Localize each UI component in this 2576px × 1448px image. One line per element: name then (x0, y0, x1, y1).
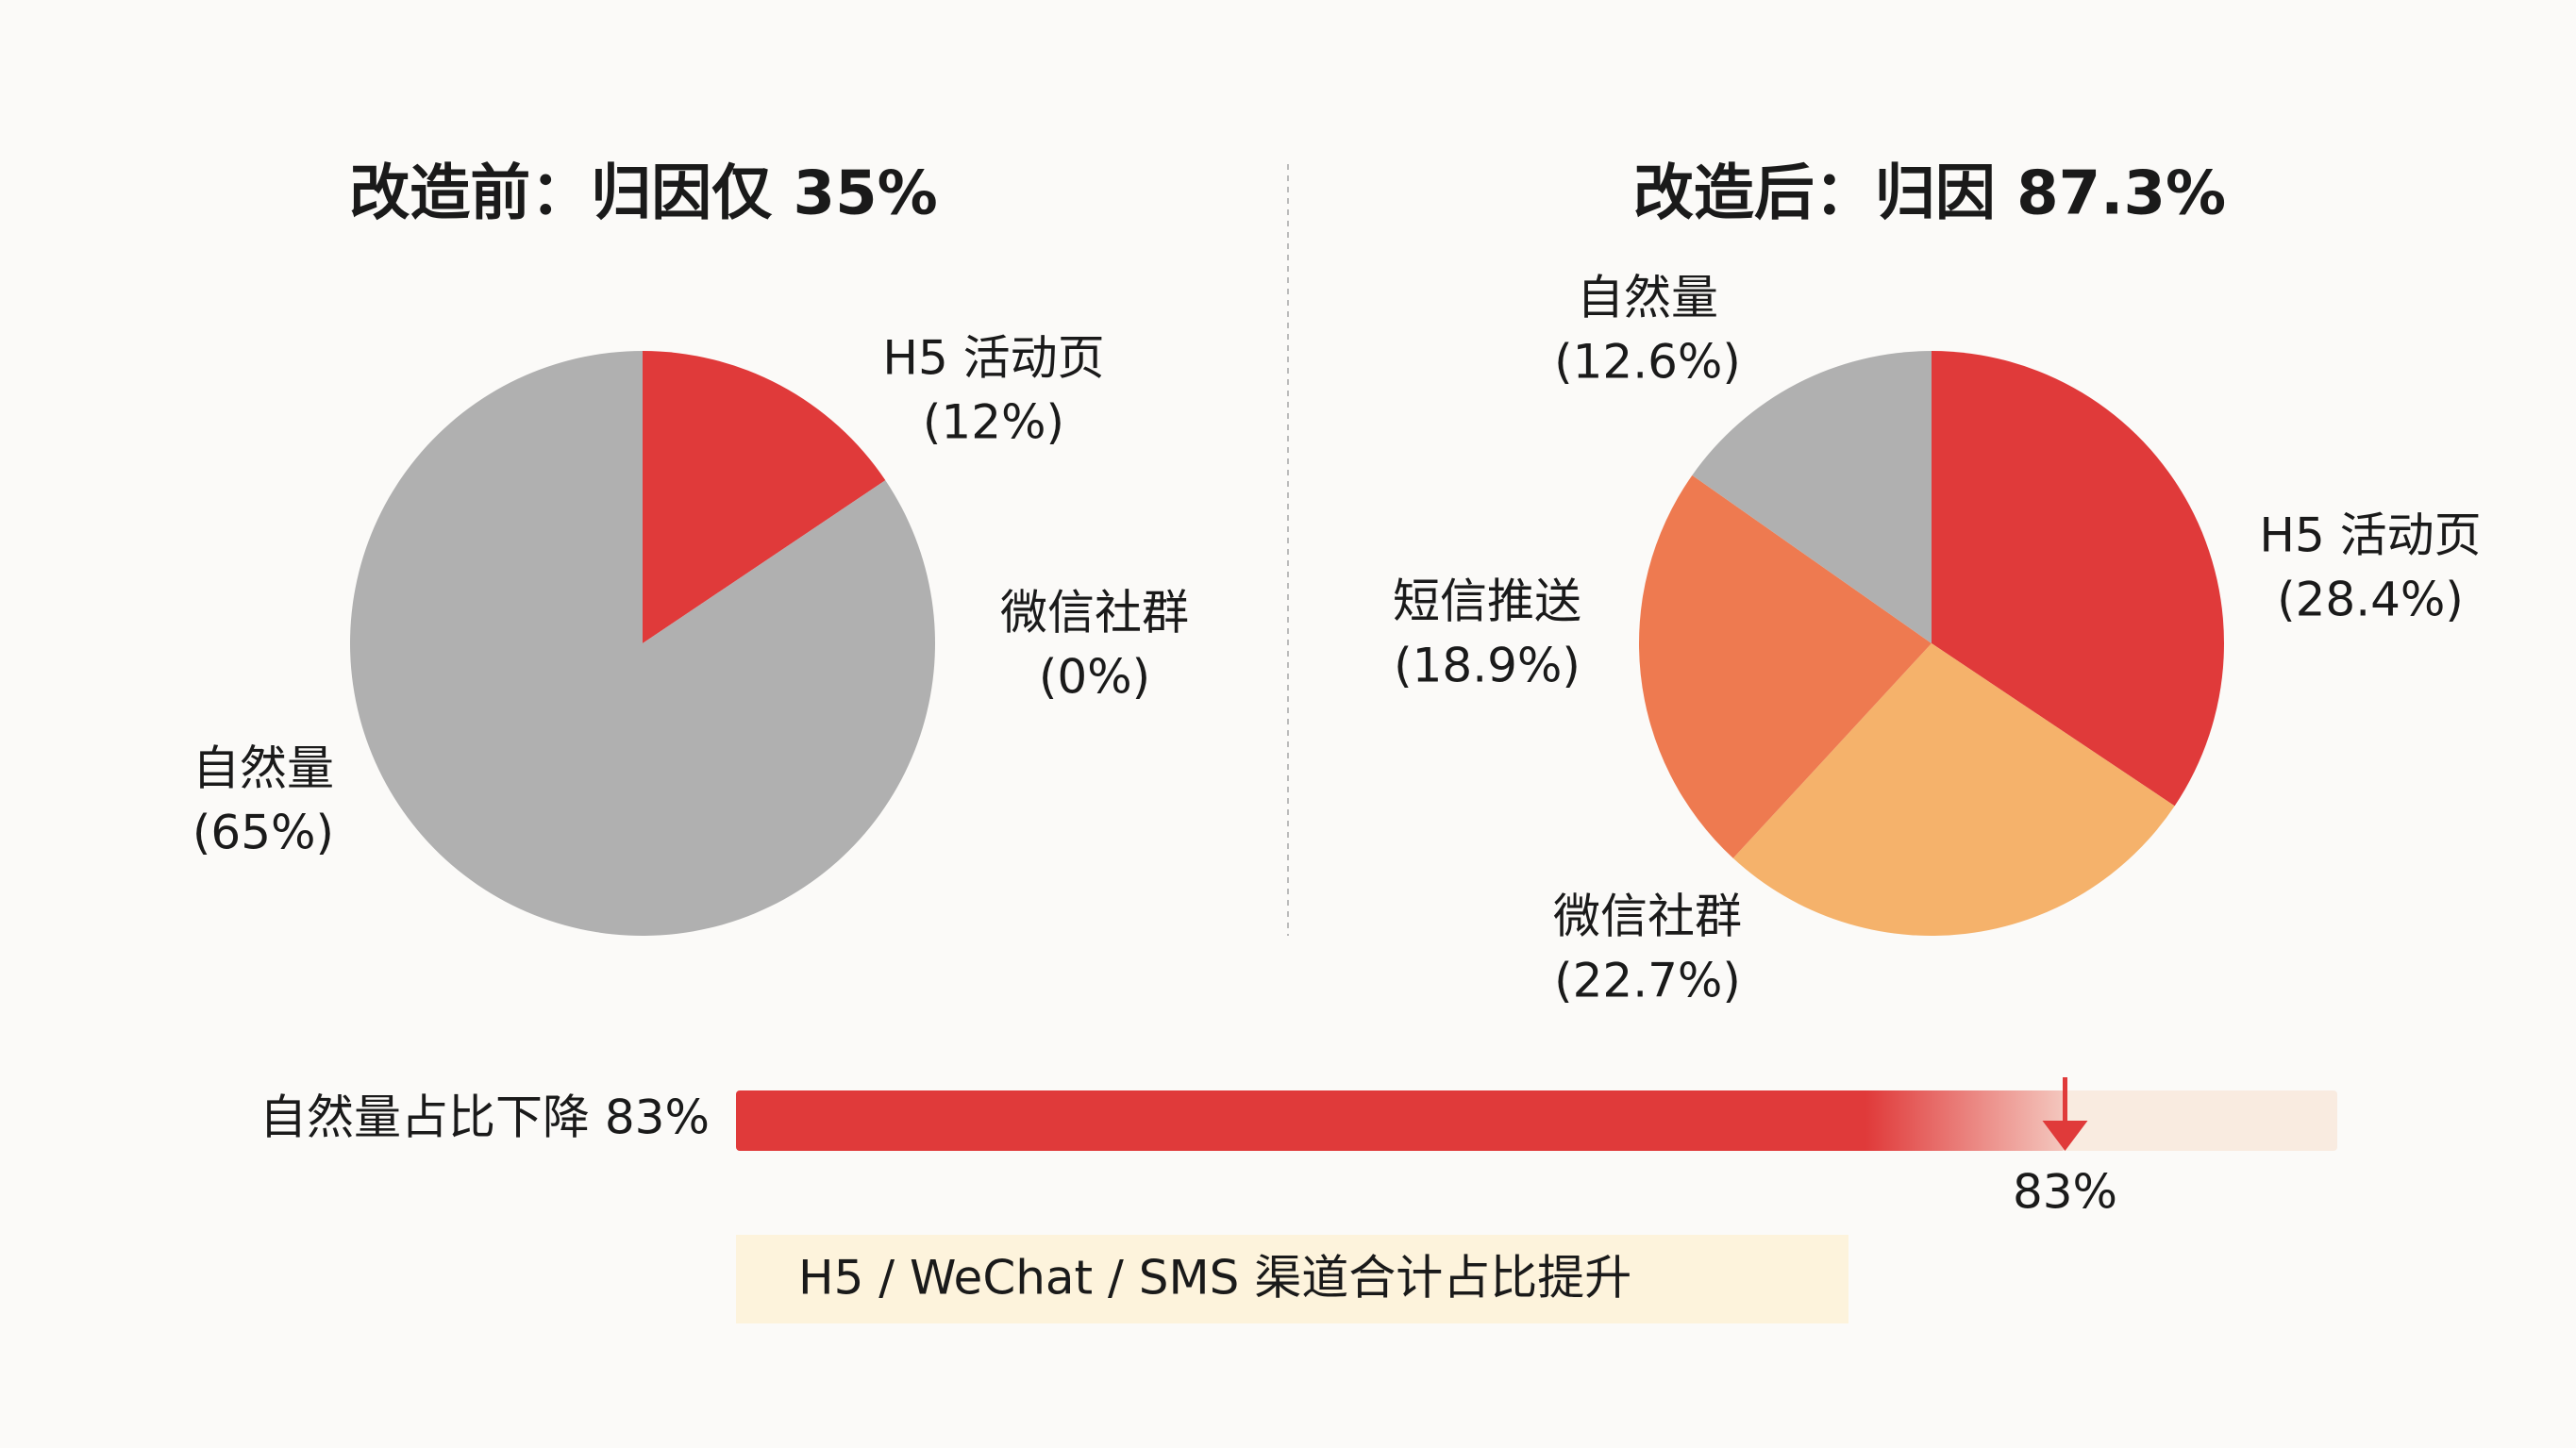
pie-slice (643, 351, 886, 643)
pie-slice (1639, 474, 1932, 858)
marker-arrow (2042, 1121, 2088, 1151)
slice-value-label: (12%) (923, 395, 1064, 450)
slice-label: 短信推送 (1393, 574, 1581, 629)
slice-label: 自然量 (1577, 271, 1718, 325)
progress-value-label: 83% (2013, 1165, 2117, 1220)
slice-value-label: (65%) (192, 806, 334, 860)
annotation-box (736, 1235, 1848, 1323)
slice-value-label: (22.7%) (1554, 954, 1741, 1008)
slice-label: 自然量 (192, 741, 334, 796)
slice-value-label: (28.4%) (2277, 573, 2464, 627)
progress-fill (736, 1090, 2066, 1151)
pie-slice (1732, 643, 2175, 936)
slice-label: H5 活动页 (2259, 508, 2481, 563)
slice-label: H5 活动页 (882, 331, 1104, 386)
pie-slice (349, 351, 936, 936)
pie-slice (1932, 351, 2224, 807)
slice-value-label: (12.6%) (1554, 335, 1741, 390)
annotation: H5 / WeChat / SMS 渠道合计占比提升 (798, 1251, 1631, 1306)
slice-label: 微信社群 (1000, 586, 1189, 641)
chart-title: 改造后：归因 87.3% (1633, 159, 2226, 229)
pie-slice (1692, 351, 1932, 643)
slice-value-label: (0%) (1039, 650, 1150, 705)
slice-label: 微信社群 (1553, 890, 1742, 944)
chart-title: 改造前：归因仅 35% (349, 159, 937, 229)
progress-label: 自然量占比下降 83% (259, 1090, 710, 1145)
slice-value-label: (18.9%) (1394, 639, 1581, 693)
